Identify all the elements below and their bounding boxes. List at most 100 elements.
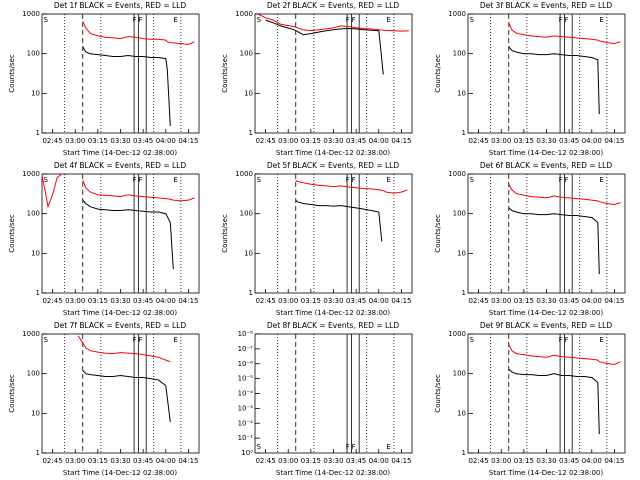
y-tick-label: 1 — [462, 129, 466, 137]
x-axis-label: Start Time (14-Dec-12 02:38:00) — [489, 469, 603, 477]
x-tick-label: 02:45 — [42, 457, 62, 465]
y-axis-label: Counts/sec — [434, 214, 442, 253]
chart-title: Det 7f BLACK = Events, RED = LLD — [54, 321, 187, 330]
x-axis-label: Start Time (14-Dec-12 02:38:00) — [63, 149, 177, 157]
x-tick-label: 04:15 — [391, 137, 411, 145]
series-line — [77, 335, 171, 363]
annotation: F — [346, 176, 350, 184]
chart-title: Det 2f BLACK = Events, RED = LLD — [267, 1, 400, 10]
annotation: F — [565, 16, 569, 24]
x-tick-label: 03:45 — [133, 457, 153, 465]
series-line — [508, 344, 621, 366]
y-tick-label: 1000 — [22, 170, 40, 178]
y-tick-label: 100 — [27, 210, 40, 218]
x-tick-label: 03:00 — [278, 297, 298, 305]
x-tick-label: 03:15 — [514, 297, 534, 305]
chart-title: Det 9f BLACK = Events, RED = LLD — [480, 321, 613, 330]
y-tick-label: 10 — [457, 89, 466, 97]
annotation: F — [133, 16, 137, 24]
annotation: S — [44, 336, 49, 344]
y-axis-label: Counts/sec — [434, 374, 442, 413]
panel: Det 7f BLACK = Events, RED = LLD Start Ti… — [8, 321, 200, 477]
x-tick-label: 03:15 — [301, 457, 321, 465]
x-tick-label: 04:00 — [156, 137, 176, 145]
x-tick-label: 03:15 — [88, 137, 108, 145]
y-tick-label: 1 — [36, 129, 40, 137]
x-tick-label: 02:45 — [468, 137, 488, 145]
x-tick-label: 03:15 — [514, 457, 534, 465]
annotation: S — [470, 16, 475, 24]
plot-frame — [254, 173, 413, 294]
annotation: E — [386, 443, 390, 451]
x-tick-label: 04:15 — [178, 457, 198, 465]
x-axis-label: Start Time (14-Dec-12 02:38:00) — [63, 309, 177, 317]
x-tick-label: 03:45 — [559, 137, 579, 145]
panel: Det 9f BLACK = Events, RED = LLD Start Ti… — [434, 321, 626, 477]
y-tick-label: 100 — [240, 50, 253, 58]
x-tick-label: 03:45 — [346, 457, 366, 465]
y-tick-label: 10⁻⁸ — [238, 330, 254, 338]
annotation: F — [139, 336, 143, 344]
x-tick-label: 03:15 — [88, 297, 108, 305]
y-tick-label: 1 — [36, 449, 40, 457]
series-line — [508, 368, 600, 435]
x-tick-label: 04:00 — [369, 137, 389, 145]
x-tick-label: 03:30 — [323, 457, 343, 465]
annotation: F — [559, 336, 563, 344]
y-tick-label: 10⁻⁶ — [238, 360, 254, 368]
y-tick-label: 1 — [249, 129, 253, 137]
plot-frame — [41, 333, 200, 454]
series-line — [295, 179, 408, 194]
series-line — [508, 22, 621, 45]
chart-title: Det 5f BLACK = Events, RED = LLD — [267, 161, 400, 170]
x-tick-label: 04:00 — [582, 457, 602, 465]
annotation: S — [257, 176, 262, 184]
x-tick-label: 03:00 — [278, 457, 298, 465]
annotation: F — [139, 176, 143, 184]
x-tick-label: 03:45 — [346, 297, 366, 305]
x-tick-label: 03:00 — [491, 297, 511, 305]
y-tick-label: 1000 — [235, 170, 253, 178]
y-tick-label: 100 — [453, 50, 466, 58]
x-axis-label: Start Time (14-Dec-12 02:38:00) — [489, 309, 603, 317]
x-tick-label: 02:45 — [42, 137, 62, 145]
series-line — [257, 13, 410, 32]
x-axis-label: Start Time (14-Dec-12 02:38:00) — [63, 469, 177, 477]
x-tick-label: 03:00 — [491, 457, 511, 465]
series-line — [82, 370, 171, 423]
x-tick-label: 03:00 — [491, 137, 511, 145]
series-line — [82, 46, 171, 127]
annotation: S — [470, 336, 475, 344]
annotation: F — [133, 336, 137, 344]
annotation: E — [386, 176, 390, 184]
panel: Det 5f BLACK = Events, RED = LLD Start Ti… — [221, 161, 413, 317]
y-tick-label: 1000 — [22, 330, 40, 338]
plot-frame — [41, 13, 200, 134]
x-axis-label: Start Time (14-Dec-12 02:38:00) — [489, 149, 603, 157]
annotation: F — [565, 176, 569, 184]
x-tick-label: 04:00 — [369, 457, 389, 465]
annotation: F — [352, 176, 356, 184]
x-tick-label: 02:45 — [255, 297, 275, 305]
annotation: E — [599, 16, 603, 24]
series-line — [82, 179, 195, 202]
series-line — [508, 46, 600, 115]
series-line — [41, 173, 62, 209]
x-tick-label: 04:00 — [369, 297, 389, 305]
annotation: F — [346, 16, 350, 24]
series-line — [82, 21, 195, 46]
annotation: F — [346, 443, 350, 451]
y-tick-label: 10 — [457, 249, 466, 257]
x-tick-label: 04:00 — [156, 297, 176, 305]
y-tick-label: 10 — [31, 409, 40, 417]
y-tick-label: 10 — [457, 409, 466, 417]
x-tick-label: 02:45 — [255, 137, 275, 145]
x-tick-label: 03:00 — [278, 137, 298, 145]
chart-title: Det 3f BLACK = Events, RED = LLD — [480, 1, 613, 10]
y-tick-label: 100 — [240, 210, 253, 218]
y-axis-label: Counts/sec — [8, 214, 16, 253]
x-tick-label: 03:30 — [323, 137, 343, 145]
x-tick-label: 03:15 — [88, 457, 108, 465]
y-tick-label: 10⁻⁴ — [238, 390, 254, 398]
